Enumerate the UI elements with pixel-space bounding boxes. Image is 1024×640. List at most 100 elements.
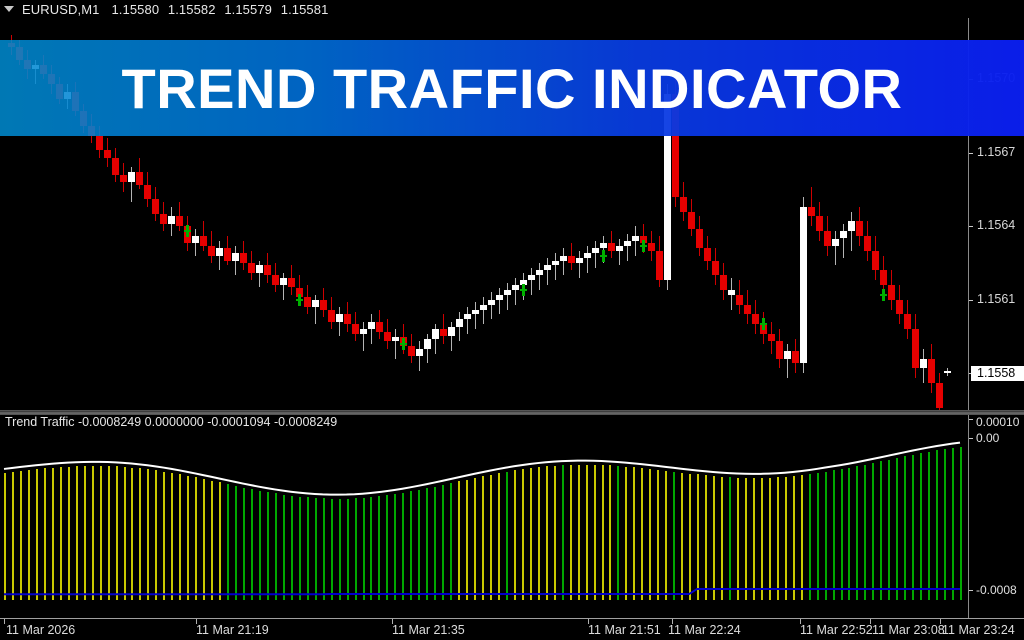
candle-body <box>568 255 575 263</box>
indicator-bar <box>258 490 261 601</box>
indicator-bar <box>936 450 939 601</box>
indicator-bar <box>721 476 723 601</box>
indicator-bar <box>760 477 763 601</box>
candle-wick <box>483 297 484 325</box>
candle-body <box>352 324 359 335</box>
indicator-bar <box>497 473 500 601</box>
indicator-bar <box>219 482 222 601</box>
candle-wick <box>531 267 532 295</box>
indicator-bar <box>27 470 30 601</box>
candle-body <box>488 299 495 305</box>
candle-body <box>224 248 231 261</box>
time-tick <box>940 619 941 624</box>
candle-body <box>256 265 263 273</box>
indicator-bar <box>131 467 134 601</box>
indicator-bar <box>665 470 668 601</box>
candle-body <box>384 331 391 342</box>
indicator-bar <box>314 497 317 601</box>
time-axis[interactable]: 11 Mar 2026 11 Mar 21:19 11 Mar 21:35 11 Ma… <box>0 618 1024 640</box>
indicator-bar <box>59 467 62 601</box>
candle-body <box>144 184 151 200</box>
candle-body <box>864 236 871 251</box>
candle-body <box>944 370 951 373</box>
indicator-bar <box>641 468 644 601</box>
indicator-bar <box>625 466 628 601</box>
candle-body <box>232 253 239 261</box>
indicator-bar <box>808 474 811 601</box>
triangle-down-icon[interactable] <box>4 6 14 12</box>
indicator-bar <box>442 484 445 601</box>
candle-wick <box>555 253 556 281</box>
candle-body <box>880 270 887 286</box>
indicator-bar <box>872 463 875 601</box>
candle-wick <box>315 294 316 325</box>
indicator-bar <box>513 470 516 601</box>
candle-body <box>592 248 599 254</box>
promo-banner: TREND TRAFFIC INDICATOR <box>0 40 1024 136</box>
candle-wick <box>283 272 284 300</box>
indicator-pane[interactable]: Trend Traffic -0.0008249 0.0000000 -0.00… <box>0 415 968 618</box>
candle-wick <box>235 245 236 276</box>
candle-wick <box>435 324 436 354</box>
candle-wick <box>627 233 628 261</box>
indicator-bar <box>346 498 349 601</box>
indicator-bar <box>792 475 795 601</box>
candle-body <box>216 248 223 256</box>
indicator-bar <box>713 475 716 601</box>
indicator-bar <box>139 468 142 601</box>
time-axis-label: 11 Mar 22:52 <box>800 623 873 637</box>
ohlc-open: 1.15580 <box>111 1 160 17</box>
indicator-bar <box>537 467 540 601</box>
pane-separator[interactable] <box>0 410 1024 415</box>
indicator-bar <box>338 498 341 601</box>
candle-body <box>688 211 695 229</box>
candle-wick <box>539 263 540 290</box>
candle-body <box>680 196 687 212</box>
price-tick <box>969 299 973 301</box>
candle-body <box>656 250 663 281</box>
candle-wick <box>787 343 788 379</box>
signal-arrow-bar <box>400 342 407 345</box>
candle-body <box>840 231 847 239</box>
indicator-bar <box>155 470 158 601</box>
indicator-bar <box>298 496 301 601</box>
candle-wick <box>131 167 132 202</box>
candle-body <box>752 314 759 325</box>
indicator-scale-label: -0.0008 <box>976 582 1017 597</box>
candle-body <box>792 351 799 364</box>
indicator-bar <box>370 497 373 601</box>
indicator-bar <box>290 495 293 601</box>
candle-body <box>800 206 807 364</box>
candle-body <box>888 285 895 300</box>
indicator-scale-axis[interactable]: 0.00010 0.00 -0.0008 <box>968 415 1024 618</box>
candle-body <box>616 245 623 251</box>
indicator-bar <box>705 475 708 601</box>
indicator-bar <box>482 476 484 601</box>
candle-body <box>208 245 215 256</box>
indicator-bar <box>577 464 580 601</box>
indicator-bar <box>920 453 923 601</box>
indicator-bar <box>856 466 859 601</box>
time-tick <box>4 619 5 624</box>
candle-body <box>704 248 711 261</box>
candle-body <box>200 236 207 246</box>
indicator-bar <box>147 469 150 601</box>
candle-body <box>672 93 679 197</box>
candle-body <box>96 135 103 151</box>
candle-body <box>632 236 639 241</box>
time-tick <box>588 619 589 624</box>
indicator-bar <box>83 465 86 601</box>
indicator-bar <box>657 469 660 601</box>
indicator-bar <box>474 477 477 601</box>
indicator-bar <box>458 481 461 601</box>
candle-wick <box>579 250 580 278</box>
candle-body <box>504 289 511 295</box>
symbol-bar: EURUSD,M1 1.15580 1.15582 1.15579 1.1558… <box>0 0 1024 18</box>
indicator-bar <box>649 468 652 601</box>
candle-body <box>312 299 319 308</box>
candle-wick <box>427 334 428 364</box>
candle-body <box>544 265 551 271</box>
indicator-bar <box>250 489 253 601</box>
symbol-label: EURUSD,M1 <box>22 1 100 17</box>
